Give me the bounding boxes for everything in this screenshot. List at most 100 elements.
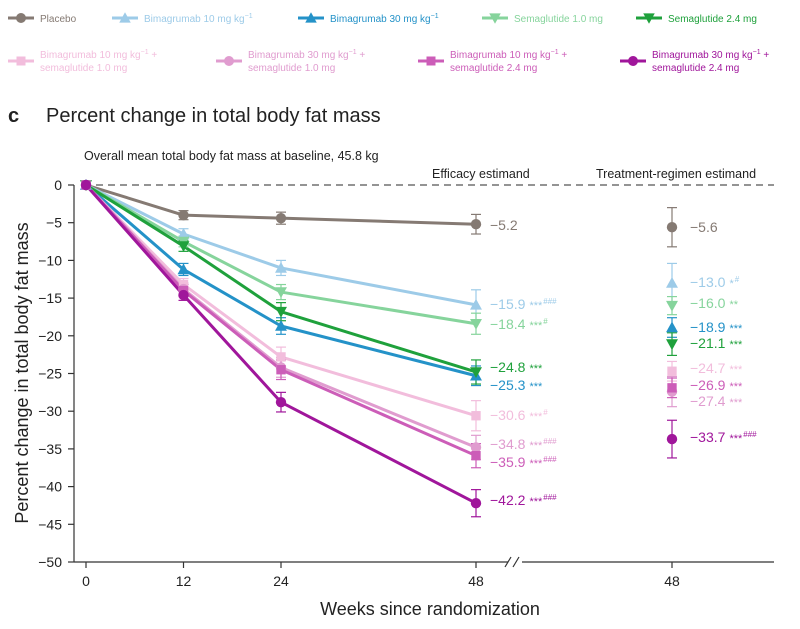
data-point-bimagrumab-10-mg-kg-1-semaglutide-1-0-mg	[276, 352, 286, 362]
x-tick-label: 12	[176, 573, 192, 589]
data-point-placebo	[275, 212, 287, 224]
x-axis-title: Weeks since randomization	[320, 599, 540, 619]
value-number: −30.6	[490, 407, 526, 423]
value-number: −25.3	[490, 377, 526, 393]
significance-hash: #	[543, 317, 548, 326]
data-point-semaglutide-2-4-mg	[177, 241, 190, 253]
legend-label-line2: semaglutide 1.0 mg	[248, 63, 335, 74]
y-axis-title: Percent change in total body fat mass	[12, 222, 32, 523]
y-tick-label: −15	[38, 290, 62, 306]
data-point-semaglutide-1-0-mg	[470, 318, 482, 330]
tr-value-label-bimagrumab-30-mg-kg-1-semaglutide-1-0-mg: −27.4 ***	[690, 393, 743, 409]
tr-data-point-semaglutide-1-0-mg	[666, 300, 678, 312]
tr-value-label-semaglutide-2-4-mg: −21.1 ***	[690, 335, 743, 351]
data-point-bimagrumab-10-mg-kg-1	[177, 228, 190, 239]
value-number: −34.8	[490, 436, 526, 452]
legend-label-suffix: +	[357, 50, 366, 61]
y-tick-label: −45	[38, 516, 62, 532]
y-tick-label: −30	[38, 403, 62, 419]
data-point-bimagrumab-10-mg-kg-1-semaglutide-2-4-mg	[276, 365, 286, 375]
legend-swatch-marker	[119, 12, 131, 23]
efficacy-value-label-bimagrumab-10-mg-kg-1: −15.9 ***###	[490, 296, 557, 312]
y-tick-label: −20	[38, 328, 62, 344]
significance-stars: ***	[529, 381, 543, 393]
significance-stars: ***	[529, 496, 543, 508]
legend-swatch-marker	[16, 13, 26, 23]
legend-label: Bimagrumab 10 mg kg−1	[144, 13, 253, 25]
significance-hash: ###	[543, 437, 557, 446]
data-point-bimagrumab-30-mg-kg-1	[275, 320, 287, 331]
significance-stars: ***	[729, 397, 743, 409]
data-point-bimagrumab-30-mg-kg-1-semaglutide-1-0-mg	[470, 442, 482, 453]
legend-item-placebo: Placebo	[8, 13, 77, 25]
tr-value-label-bimagrumab-30-mg-kg-1-semaglutide-2-4-mg: −33.7 ***###	[690, 429, 757, 445]
baseline-note: Overall mean total body fat mass at base…	[84, 149, 379, 163]
tr-value-label-placebo: −5.6	[690, 219, 718, 235]
efficacy-value-label-bimagrumab-30-mg-kg-1: −25.3 ***	[490, 377, 543, 393]
tr-value-label-bimagrumab-30-mg-kg-1: −18.9 ***	[690, 319, 743, 335]
value-number: −18.4	[490, 316, 526, 332]
value-number: −21.1	[690, 335, 726, 351]
legend-label-line2: semaglutide 2.4 mg	[450, 63, 537, 74]
series-line-bimagrumab-10-mg-kg-1	[85, 183, 477, 307]
legend-label: Bimagrumab 10 mg kg−1 +	[40, 49, 157, 61]
legend-label-superscript: −1	[753, 49, 761, 56]
data-point-bimagrumab-10-mg-kg-1-semaglutide-2-4-mg	[471, 451, 481, 461]
efficacy-heading: Efficacy estimand	[432, 167, 530, 181]
legend-label-superscript: −1	[141, 49, 149, 56]
data-point-bimagrumab-30-mg-kg-1-semaglutide-2-4-mg	[470, 497, 482, 509]
efficacy-value-label-placebo: −5.2	[490, 217, 518, 233]
value-number: −5.2	[490, 217, 518, 233]
value-number: −26.9	[690, 377, 726, 393]
significance-hash: ###	[543, 297, 557, 306]
value-number: −13.0	[690, 274, 726, 290]
efficacy-value-label-bimagrumab-30-mg-kg-1-semaglutide-1-0-mg: −34.8 ***###	[490, 436, 557, 452]
data-point-bimagrumab-30-mg-kg-1	[177, 263, 190, 275]
efficacy-value-label-semaglutide-2-4-mg: −24.8 ***	[490, 359, 543, 375]
legend-label-line2: semaglutide 2.4 mg	[652, 63, 739, 74]
legend-label: Bimagrumab 10 mg kg−1 +	[450, 49, 567, 61]
tr-data-point-bimagrumab-10-mg-kg-1-semaglutide-2-4-mg	[667, 383, 677, 393]
legend-swatch-marker	[16, 56, 26, 66]
significance-stars: ***	[729, 381, 743, 393]
y-ticks: 0 −5 −10 −15 −20 −25 −30 −35 −40 −45 −50	[38, 177, 74, 570]
significance-stars: ***	[529, 300, 543, 312]
value-number: −16.0	[690, 295, 726, 311]
value-number: −24.8	[490, 359, 526, 375]
y-tick-label: −50	[38, 554, 62, 570]
legend-label-suffix: +	[761, 50, 770, 61]
y-tick-label: 0	[54, 177, 62, 193]
data-point-bimagrumab-10-mg-kg-1	[470, 298, 482, 310]
significance-stars: ***	[529, 440, 543, 452]
significance-stars: ***	[729, 339, 743, 351]
significance-hash: ###	[743, 430, 757, 439]
value-number: −5.6	[690, 219, 718, 235]
legend-item-bimagrumab-30-mg-kg-1-semaglutide-2-4-mg: Bimagrumab 30 mg kg−1 + semaglutide 2.4 m…	[620, 49, 769, 74]
value-number: −18.9	[690, 319, 726, 335]
legend-label: Semaglutide 1.0 mg	[514, 14, 603, 25]
tr-value-label-bimagrumab-10-mg-kg-1-semaglutide-1-0-mg: −24.7 ***	[690, 360, 743, 376]
legend-label-line2: semaglutide 1.0 mg	[40, 63, 127, 74]
data-point-bimagrumab-30-mg-kg-1-semaglutide-2-4-mg	[80, 179, 92, 191]
legend-label: Semaglutide 2.4 mg	[668, 14, 757, 25]
tr-data-point-semaglutide-2-4-mg	[666, 339, 678, 351]
y-tick-label: −25	[38, 366, 62, 382]
efficacy-value-label-bimagrumab-10-mg-kg-1-semaglutide-2-4-mg: −35.9 ***###	[490, 454, 557, 470]
legend-label-suffix: +	[559, 50, 568, 61]
significance-stars: ***	[529, 458, 543, 470]
x-tick-label: 24	[273, 573, 289, 589]
data-point-semaglutide-2-4-mg	[275, 306, 287, 318]
legend-label: Placebo	[40, 14, 77, 25]
data-point-semaglutide-2-4-mg	[470, 367, 482, 378]
data-point-bimagrumab-30-mg-kg-1-semaglutide-2-4-mg	[275, 396, 287, 408]
significance-stars: **	[729, 299, 738, 311]
series-line-semaglutide-2-4-mg	[85, 183, 477, 374]
efficacy-value-label-bimagrumab-10-mg-kg-1-semaglutide-1-0-mg: −30.6 ***#	[490, 407, 548, 423]
series-lines	[84, 183, 477, 505]
significance-stars: ***	[729, 433, 743, 445]
legend-swatch-marker	[305, 12, 317, 23]
legend-label-superscript: −1	[349, 49, 357, 56]
legend-item-bimagrumab-10-mg-kg-1-semaglutide-1-0-mg: Bimagrumab 10 mg kg−1 + semaglutide 1.0 m…	[8, 49, 157, 74]
legend-swatch-marker	[489, 13, 501, 24]
